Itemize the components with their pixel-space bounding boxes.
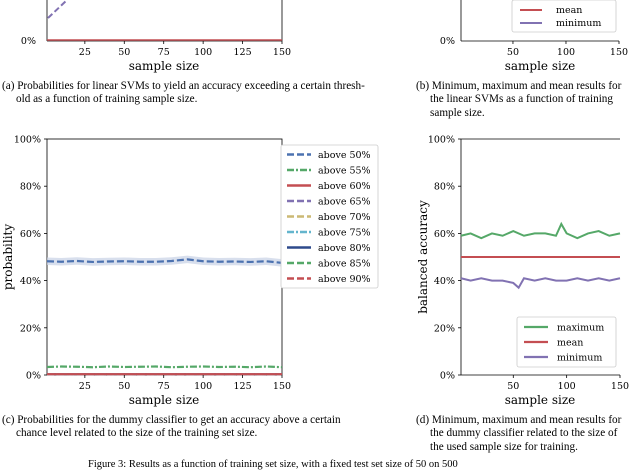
panel-c-legend-label-5: above 75% xyxy=(318,228,371,239)
panel-b-xtick-label-2: 150 xyxy=(610,47,628,58)
panel-c-xtick-label-0: 25 xyxy=(79,381,91,392)
panel-d-legend-box xyxy=(516,316,617,368)
panel-d-xtick-label-1: 100 xyxy=(558,381,576,392)
panel-d-legend-label-2: minimum xyxy=(557,353,602,364)
panel-a-ytick-0: 0% xyxy=(21,36,36,47)
panel-d-legend-items: maximum mean minimum xyxy=(524,323,604,364)
panel-b-ytick-0: 0% xyxy=(440,36,455,47)
panel-d-xticks: 50 100 150 xyxy=(507,375,629,392)
panel-c-xtick-label-2: 75 xyxy=(158,381,170,392)
panel-b-xtick-label-0: 50 xyxy=(507,47,519,58)
caption-b-line3: sample size. xyxy=(430,106,485,119)
panel-a-xtick-label-4: 125 xyxy=(234,47,252,58)
panel-a-xtick-label-1: 50 xyxy=(118,47,130,58)
panel-d-legend-label-1: mean xyxy=(557,338,583,349)
panel-d-ytick-label-1: 20% xyxy=(434,323,455,334)
panel-a-xtick-label-3: 100 xyxy=(194,47,212,58)
caption-c-line2: chance level related to the size of the … xyxy=(16,427,258,440)
panel-a-xtick-label-0: 25 xyxy=(79,47,91,58)
panel-d-legend-label-0: maximum xyxy=(557,323,604,334)
panel-d-series-line-2 xyxy=(460,277,621,290)
caption-d-line2: the dummy classifier related to the size… xyxy=(430,427,618,440)
panel-b-legend-mean: mean xyxy=(556,5,582,16)
panel-d-legend: maximum mean minimum xyxy=(516,316,617,368)
panel-c-xtick-label-4: 125 xyxy=(234,381,252,392)
panel-d-ytick-label-0: 0% xyxy=(440,371,455,382)
panel-b-xtick-label-1: 100 xyxy=(557,47,575,58)
panel-c-legend-label-0: above 50% xyxy=(318,150,371,161)
caption-a-line1: (a) Probabilities for linear SVMs to yie… xyxy=(2,80,365,92)
panel-d-chart: 0%20%40%60%80%100% 50 100 150 sample size … xyxy=(416,135,629,408)
panel-c-series-line-1 xyxy=(46,365,283,369)
figure-caption: Figure 3: Results as a function of train… xyxy=(88,459,458,470)
panel-d-series-line-0 xyxy=(460,221,621,240)
caption-a-line2: old as a function of training sample siz… xyxy=(16,93,198,106)
panel-c-legend-label-6: above 80% xyxy=(318,243,371,254)
panel-b-chart: 0% 50 100 150 sample size mean minimum xyxy=(440,0,628,73)
panel-c-chart: 0% 20% 40% 60% 80% 100% 25 50 75 100 125 150 sampl… xyxy=(1,135,379,407)
panel-a-xtick-label-2: 75 xyxy=(158,47,170,58)
panel-d-ytick-label-5: 100% xyxy=(428,135,455,146)
caption-b-line1: (b) Minimum, maximum and mean results fo… xyxy=(416,80,622,92)
caption-d-line3: the used sample size for training. xyxy=(430,440,578,453)
panel-b-legend: mean minimum xyxy=(511,0,617,33)
panel-c-legend-label-7: above 85% xyxy=(318,259,371,270)
panel-c-legend-label-4: above 70% xyxy=(318,212,371,223)
panel-a-xlabel: sample size xyxy=(129,59,200,73)
panel-c-ytick-label-2: 40% xyxy=(20,276,41,287)
panel-d-xtick-label-0: 50 xyxy=(507,381,519,392)
panel-c-ytick-label-5: 100% xyxy=(14,135,41,146)
caption-a: (a) Probabilities for linear SVMs to yie… xyxy=(2,80,412,107)
caption-d: (d) Minimum, maximum and mean results fo… xyxy=(416,414,640,454)
panel-a-xticks: 25 50 75 100 125 150 xyxy=(79,41,291,58)
panel-c-band-area xyxy=(47,255,282,267)
panel-c-ytick-label-3: 60% xyxy=(20,229,41,240)
panel-a-purple-series xyxy=(47,0,68,19)
caption-d-line1: (d) Minimum, maximum and mean results fo… xyxy=(416,414,622,426)
panel-c-ytick-label-1: 20% xyxy=(20,323,41,334)
panel-c-ytick-label-0: 0% xyxy=(26,371,41,382)
panel-c-legend-box xyxy=(280,144,379,289)
panel-a-chart: 0% 25 50 75 100 125 150 sample size xyxy=(21,0,291,73)
panel-c-legend: above 50% above 55% above 60% above 65% abov… xyxy=(280,144,379,289)
panel-d-xlabel: sample size xyxy=(505,393,576,407)
panel-b-xlabel: sample size xyxy=(505,59,576,73)
panel-d-ylabel: balanced accuracy xyxy=(416,200,430,314)
panel-c-yticks: 0% 20% 40% 60% 80% 100% xyxy=(14,135,47,382)
panel-c-legend-label-8: above 90% xyxy=(318,274,371,285)
panel-c-frame xyxy=(46,138,283,376)
panel-b-xticks: 50 100 150 xyxy=(507,41,628,58)
panel-d-ytick-label-3: 60% xyxy=(434,229,455,240)
panel-d-ytick-label-2: 40% xyxy=(434,276,455,287)
panel-c-legend-label-3: above 65% xyxy=(318,197,371,208)
panel-c-xtick-label-5: 150 xyxy=(273,381,291,392)
panel-d-yticks: 0% 20% 40% 60% 80% 100% xyxy=(428,135,461,382)
caption-b: (b) Minimum, maximum and mean results fo… xyxy=(416,80,640,120)
panel-d-ytick-label-4: 80% xyxy=(434,182,455,193)
caption-b-line2: the linear SVMs as a function of trainin… xyxy=(430,93,613,106)
panel-a-xtick-label-5: 150 xyxy=(273,47,291,58)
panel-c-ylabel: probability xyxy=(1,224,15,290)
panel-c-xticks: 25 50 75 100 125 150 xyxy=(79,375,291,392)
panel-c-ytick-label-4: 80% xyxy=(20,182,41,193)
panel-c-xlabel: sample size xyxy=(129,393,200,407)
panel-c-series-line-0 xyxy=(46,258,283,264)
panel-c-series xyxy=(46,258,283,376)
panel-c-legend-items: above 50% above 55% above 60% above 65% abov… xyxy=(287,150,371,285)
panel-c-variance-band xyxy=(47,255,282,267)
panel-c-legend-label-1: above 55% xyxy=(318,166,371,177)
caption-c-line1: (c) Probabilities for the dummy classifi… xyxy=(2,414,341,426)
panel-d-series xyxy=(460,221,621,290)
caption-c: (c) Probabilities for the dummy classifi… xyxy=(2,414,412,441)
panel-d-xtick-label-2: 150 xyxy=(611,381,629,392)
panel-c-legend-label-2: above 60% xyxy=(318,181,371,192)
panel-c-xtick-label-1: 50 xyxy=(118,381,130,392)
panel-b-legend-minimum: minimum xyxy=(556,18,601,29)
panel-c-xtick-label-3: 100 xyxy=(194,381,212,392)
